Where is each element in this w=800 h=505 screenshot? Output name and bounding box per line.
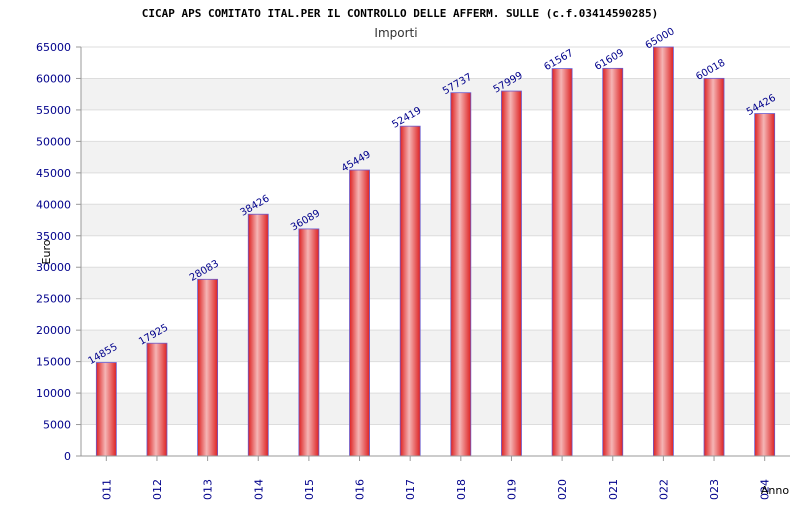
y-tick-label: 65000: [36, 41, 71, 54]
y-axis-ticks: 0 5000 10000 15000 20000 25000 30000 35000 40000…: [36, 41, 71, 463]
grid-band: [81, 267, 790, 299]
x-axis-label: Anno: [761, 484, 789, 497]
x-tick-label-2022: 2022: [657, 479, 670, 500]
bar-2017: [399, 125, 421, 457]
chart-subtitle: Importi: [374, 26, 417, 40]
y-tick-label: 5000: [43, 419, 71, 432]
x-axis-ticks: 2011 2012 2013 2014 2015 2016 2017 2018 2019 2020…: [100, 456, 772, 505]
y-tick-label: 15000: [36, 356, 71, 369]
y-tick-label: 40000: [36, 198, 71, 211]
y-tick-label: 50000: [36, 135, 71, 148]
x-tick-label-2016: 2016: [354, 479, 367, 500]
x-tick-label-2024: 2024: [759, 479, 772, 500]
y-tick-label: 55000: [36, 104, 71, 117]
bar-2020: [551, 68, 573, 457]
grid-band: [81, 141, 790, 173]
y-tick-label: 20000: [36, 324, 71, 337]
bar-2011: [95, 362, 117, 457]
bar-2012: [146, 342, 168, 457]
x-tick-label-2012: 2012: [151, 479, 164, 500]
x-tick-label-2021: 2021: [607, 479, 620, 500]
y-tick-label: 60000: [36, 72, 71, 85]
y-tick-label: 25000: [36, 293, 71, 306]
x-tick-label-2011: 2011: [100, 479, 113, 500]
x-tick-label-2020: 2020: [556, 479, 569, 500]
bar-2023: [703, 77, 725, 457]
y-tick-label: 45000: [36, 167, 71, 180]
x-tick-label-2015: 2015: [303, 479, 316, 500]
y-tick-label: 35000: [36, 230, 71, 243]
x-tick-label-2023: 2023: [708, 479, 721, 500]
x-tick-label-2018: 2018: [455, 479, 468, 500]
bar-2024: [754, 113, 776, 457]
bar-2013: [197, 278, 219, 457]
bar-2016: [349, 169, 370, 457]
x-tick-label-2019: 2019: [505, 479, 518, 500]
bar-2021: [602, 67, 624, 457]
y-tick-label: 10000: [36, 387, 71, 400]
x-tick-label-2014: 2014: [252, 479, 265, 500]
y-tick-label: 30000: [36, 261, 71, 274]
grid-bands: [81, 78, 790, 425]
data-labels: 1485517925280833842636089454495241957737…: [87, 26, 778, 367]
x-tick-label-2017: 2017: [404, 479, 417, 500]
x-tick-label-2013: 2013: [202, 479, 215, 500]
bar-2019: [501, 90, 522, 457]
y-axis-label: Euro: [40, 239, 53, 264]
bar-2014: [247, 213, 269, 457]
y-tick-label: 0: [64, 450, 71, 463]
chart-title: CICAP APS COMITATO ITAL.PER IL CONTROLLO…: [142, 7, 659, 20]
bar-2015: [298, 228, 320, 457]
grid-band: [81, 393, 790, 425]
grid-band: [81, 204, 790, 236]
bar-2022: [652, 46, 674, 457]
grid-band: [81, 330, 790, 362]
bar-2018: [450, 92, 472, 457]
grid-band: [81, 78, 790, 110]
bars: [95, 46, 776, 457]
